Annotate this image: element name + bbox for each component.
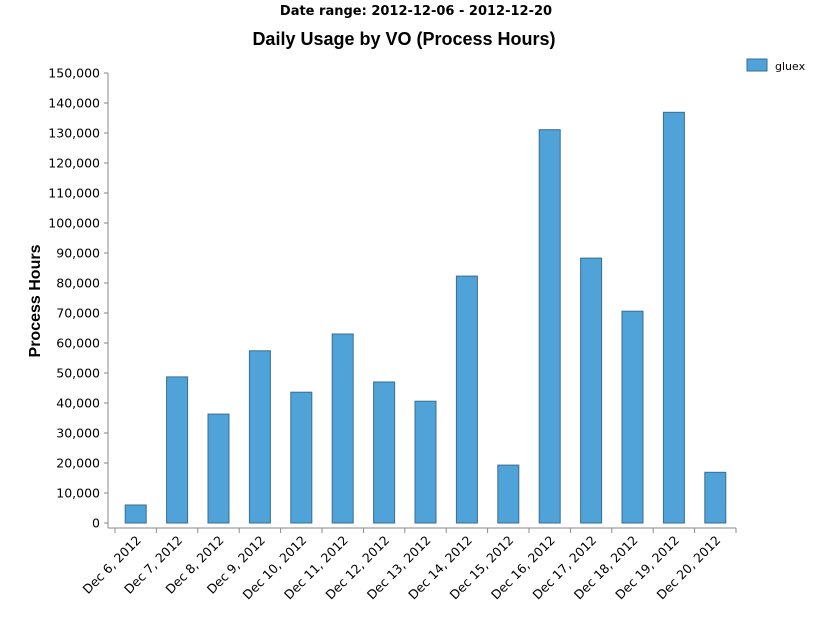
bars xyxy=(124,111,727,524)
y-tick-label: 110,000 xyxy=(48,186,100,201)
y-axis-label: Process Hours xyxy=(27,244,44,357)
y-tick-label: 20,000 xyxy=(56,456,100,471)
y-tick-label: 130,000 xyxy=(48,126,100,141)
y-tick-label: 70,000 xyxy=(56,306,100,321)
y-tick-label: 10,000 xyxy=(56,486,100,501)
chart-title: Daily Usage by VO (Process Hours) xyxy=(252,29,555,49)
y-tick-label: 40,000 xyxy=(56,396,100,411)
bar-6 xyxy=(331,333,354,524)
y-tick-label: 150,000 xyxy=(48,66,100,81)
bar-2 xyxy=(166,376,189,524)
y-tick-label: 80,000 xyxy=(56,276,100,291)
bar-8 xyxy=(414,400,437,524)
y-tick-label: 30,000 xyxy=(56,426,100,441)
y-tick-label: 90,000 xyxy=(56,246,100,261)
bar-12 xyxy=(580,257,603,524)
bar-1 xyxy=(124,504,147,524)
bar-3 xyxy=(207,413,230,524)
bar-7 xyxy=(373,381,396,524)
bar-11 xyxy=(538,129,561,524)
bar-13 xyxy=(621,310,644,524)
bar-10 xyxy=(497,464,520,524)
chart-subtitle: Date range: 2012-12-06 - 2012-12-20 xyxy=(280,4,552,19)
y-tick-label: 50,000 xyxy=(56,366,100,381)
bar-9 xyxy=(455,275,478,524)
y-tick-label: 0 xyxy=(92,516,100,531)
y-tick-label: 120,000 xyxy=(48,156,100,171)
bar-14 xyxy=(662,111,685,524)
bar-15 xyxy=(704,471,727,524)
legend-label-gluex: gluex xyxy=(775,60,806,73)
y-axis: 0 10,000 20,000 30,000 40,000 50,000 60,000 70,… xyxy=(48,66,109,531)
y-tick-label: 140,000 xyxy=(48,96,100,111)
bar-5 xyxy=(290,391,313,524)
y-tick-label: 100,000 xyxy=(48,216,100,231)
legend-swatch-gluex xyxy=(746,58,768,72)
bar-4 xyxy=(248,350,271,524)
legend: gluex xyxy=(746,58,806,73)
y-tick-label: 60,000 xyxy=(56,336,100,351)
